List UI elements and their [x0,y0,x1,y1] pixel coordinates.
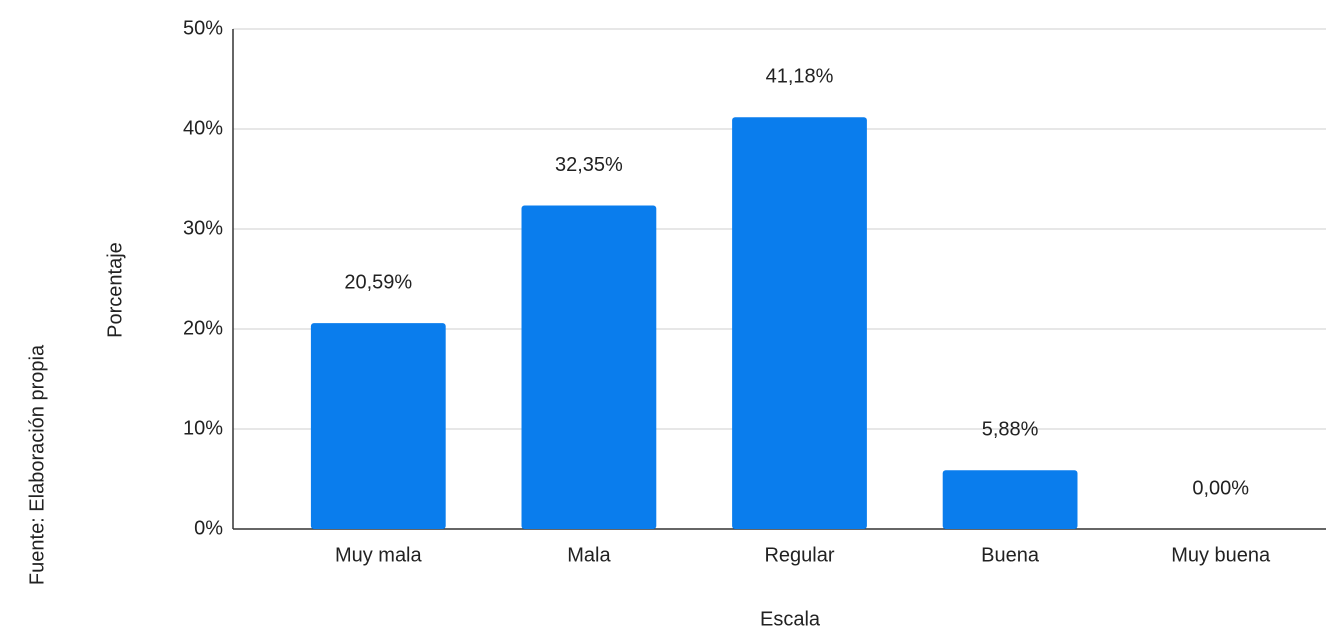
bar [521,205,657,529]
value-label: 41,18% [766,65,834,87]
x-tick-label: Buena [981,544,1040,566]
y-tick-label: 30% [183,217,223,239]
x-tick-label: Regular [764,544,834,566]
value-label: 20,59% [344,271,412,293]
y-tick-label: 50% [183,17,223,39]
source-note: Fuente: Elaboración propia [26,344,48,585]
x-axis-label: Escala [760,608,821,630]
value-label: 0,00% [1192,477,1249,499]
x-tick-label: Muy buena [1171,544,1271,566]
value-label: 5,88% [982,418,1039,440]
y-tick-label: 10% [183,417,223,439]
y-tick-label: 20% [183,317,223,339]
value-label: 32,35% [555,154,623,176]
x-tick-label: Mala [567,544,611,566]
bar [310,323,446,529]
y-tick-label: 40% [183,117,223,139]
x-tick-label: Muy mala [335,544,423,566]
y-tick-label: 0% [194,517,223,539]
y-axis-label: Porcentaje [104,242,126,338]
bar [942,470,1078,529]
bar [732,117,867,529]
